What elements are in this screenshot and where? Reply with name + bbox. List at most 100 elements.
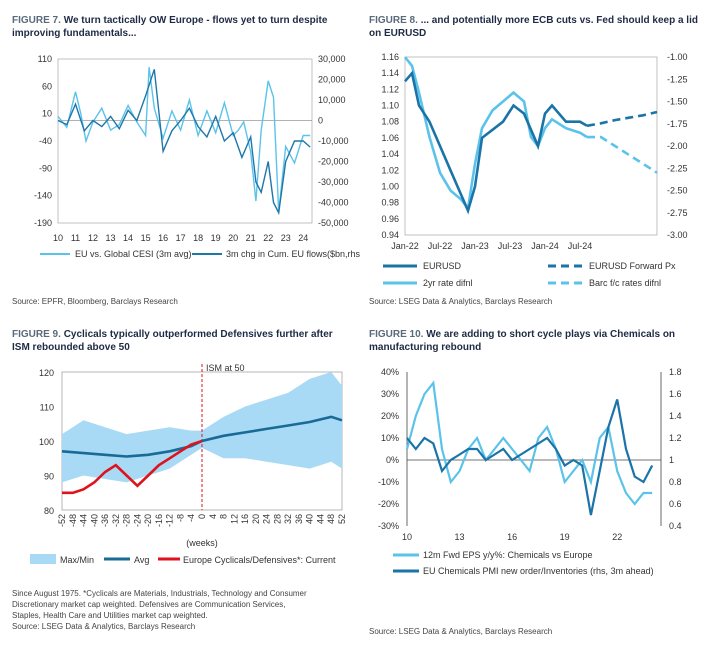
fig7-title-text: We turn tactically OW Europe - flows yet…	[12, 15, 328, 39]
fig7-y2-tick: 10,000	[318, 95, 346, 105]
fig9-legend-band: Max/Min	[60, 555, 94, 565]
fig10-y2-tick: 1.2	[669, 433, 682, 443]
fig10-y-tick: 0%	[386, 455, 399, 465]
fig8-y-tick: 1.08	[381, 117, 399, 127]
fig8-y2-tick: -2.75	[667, 208, 688, 218]
fig8-y-tick: 1.14	[381, 68, 399, 78]
fig10-y2-tick: 0.6	[669, 499, 682, 509]
fig9-title: FIGURE 9. Cyclicals typically outperform…	[12, 328, 352, 354]
fig9-x-tick: 20	[251, 514, 261, 524]
fig10-y2-tick: 1.8	[669, 367, 682, 377]
fig10-y2-tick: 1.6	[669, 389, 682, 399]
fig8-panel: FIGURE 8. ... and potentially more ECB c…	[363, 0, 727, 320]
fig9-x-unit: (weeks)	[186, 538, 218, 548]
fig10-x-tick: 13	[455, 532, 465, 542]
fig7-y2-tick: 0	[318, 116, 323, 126]
fig8-y2-tick: -2.00	[667, 141, 688, 151]
fig7-label: FIGURE 7.	[12, 15, 61, 26]
fig7-source: Source: EPFR, Bloomberg, Barclays Resear…	[12, 297, 178, 306]
fig8-plot-frame	[404, 56, 658, 236]
fig9-y-tick: 110	[40, 403, 54, 413]
fig7-title: FIGURE 7. We turn tactically OW Europe -…	[12, 14, 342, 40]
fig9-x-tick: -4	[186, 514, 196, 522]
fig9-x-tick: -44	[79, 514, 89, 527]
fig9-panel: FIGURE 9. Cyclicals typically outperform…	[0, 322, 360, 647]
fig7-x-tick: 15	[141, 233, 151, 243]
fig7-legend-flows: 3m chg in Cum. EU flows($bn,rhs)	[226, 249, 360, 259]
fig7-x-tick: 21	[246, 233, 256, 243]
fig9-x-tick: 52	[337, 514, 347, 524]
fig9-x-tick: -8	[175, 514, 185, 522]
fig7-x-tick: 14	[123, 233, 133, 243]
fig9-note-line: Discretionary market cap weighted. Defen…	[12, 600, 286, 609]
fig7-y-tick: 60	[42, 81, 52, 91]
fig8-y2-tick: -3.00	[667, 230, 688, 240]
fig7-x-tick: 20	[228, 233, 238, 243]
fig7-y2-tick: -30,000	[318, 177, 349, 187]
fig10-y-tick: 30%	[381, 389, 399, 399]
fig7-chart: 110 60 10 -40 -90 -140 -190 30,000 20,000 10,000 0…	[34, 54, 360, 259]
fig10-y-tick: 40%	[381, 367, 399, 377]
fig8-x-tick: Jul-22	[428, 241, 453, 251]
fig9-note-line: Since August 1975. *Cyclicals are Materi…	[12, 589, 307, 598]
fig7-y2-tick: 30,000	[318, 54, 346, 64]
fig7-legend-cesi: EU vs. Global CESI (3m avg)	[75, 249, 192, 259]
fig8-y-tick: 1.00	[381, 181, 399, 191]
fig8-label: FIGURE 8.	[369, 15, 418, 26]
fig10-x-tick: 22	[612, 532, 622, 542]
fig9-y-tick: 80	[44, 506, 54, 516]
fig7-panel: FIGURE 7. We turn tactically OW Europe -…	[0, 0, 360, 320]
fig8-y-tick: 0.96	[381, 214, 399, 224]
fig9-x-tick: -16	[154, 514, 164, 527]
fig10-x-tick: 10	[402, 532, 412, 542]
fig7-x-tick: 22	[263, 233, 273, 243]
fig9-note-line: Staples, Health Care and Utilities marke…	[12, 611, 208, 620]
fig8-y-tick: 1.06	[381, 133, 399, 143]
fig8-y-tick: 1.12	[381, 84, 399, 94]
fig10-y-tick: -20%	[378, 499, 399, 509]
fig8-y2-tick: -1.75	[667, 119, 688, 129]
fig8-y2-tick: -1.00	[667, 52, 688, 62]
fig9-x-tick: 16	[240, 514, 250, 524]
fig8-x-tick: Jul-23	[498, 241, 523, 251]
fig8-series-2yr	[403, 56, 588, 212]
fig9-source: Source: LSEG Data & Analytics, Barclays …	[12, 622, 196, 631]
fig8-chart: 1.16 1.14 1.12 1.10 1.08 1.06 1.04 1.02 1.00 0.98…	[381, 52, 688, 288]
fig9-x-tick: 12	[229, 514, 239, 524]
fig10-legend-pmi: EU Chemicals PMI new order/Inventories (…	[423, 566, 654, 576]
fig10-title-text: We are adding to short cycle plays via C…	[369, 329, 676, 353]
fig7-series-cesi	[57, 67, 311, 213]
fig9-x-tick: 36	[294, 514, 304, 524]
fig10-y-tick: 10%	[381, 433, 399, 443]
fig10-y-tick: -30%	[378, 521, 399, 531]
fig8-y-tick: 1.02	[381, 165, 399, 175]
fig9-x-tick: -32	[111, 514, 121, 527]
fig9-x-tick: 44	[315, 514, 325, 524]
fig9-y-tick: 90	[44, 472, 54, 482]
fig7-y2-tick: -20,000	[318, 157, 349, 167]
fig8-series-eurusd	[404, 70, 588, 215]
fig10-chart: 40%30%20%10%0%-10%-20%-30%1.81.61.41.210…	[378, 367, 682, 576]
fig9-x-tick: 4	[208, 514, 218, 519]
fig7-y-tick: 110	[38, 54, 52, 64]
fig9-x-tick: -24	[132, 514, 142, 527]
fig7-x-tick: 23	[281, 233, 291, 243]
fig7-y-tick: 10	[42, 109, 52, 119]
fig8-x-tick: Jan-22	[391, 241, 419, 251]
fig7-x-tick: 17	[176, 233, 186, 243]
fig7-y2-tick: -40,000	[318, 198, 349, 208]
fig8-y-tick: 1.04	[381, 149, 399, 159]
fig10-y2-tick: 0.4	[669, 521, 682, 531]
fig10-y2-tick: 1.4	[669, 411, 682, 421]
fig9-x-tick: 48	[326, 514, 336, 524]
fig7-y2-tick: 20,000	[318, 75, 346, 85]
fig7-x-tick: 24	[298, 233, 308, 243]
fig9-legend-avg: Avg	[134, 555, 149, 565]
fig9-y-tick: 100	[39, 437, 54, 447]
fig9-x-tick: 28	[272, 514, 282, 524]
fig9-legend-current: Europe Cyclicals/Defensives*: Current	[183, 555, 336, 565]
fig10-source: Source: LSEG Data & Analytics, Barclays …	[369, 627, 553, 636]
fig9-title-text: Cyclicals typically outperformed Defensi…	[12, 329, 333, 353]
fig9-x-tick: -40	[89, 514, 99, 527]
